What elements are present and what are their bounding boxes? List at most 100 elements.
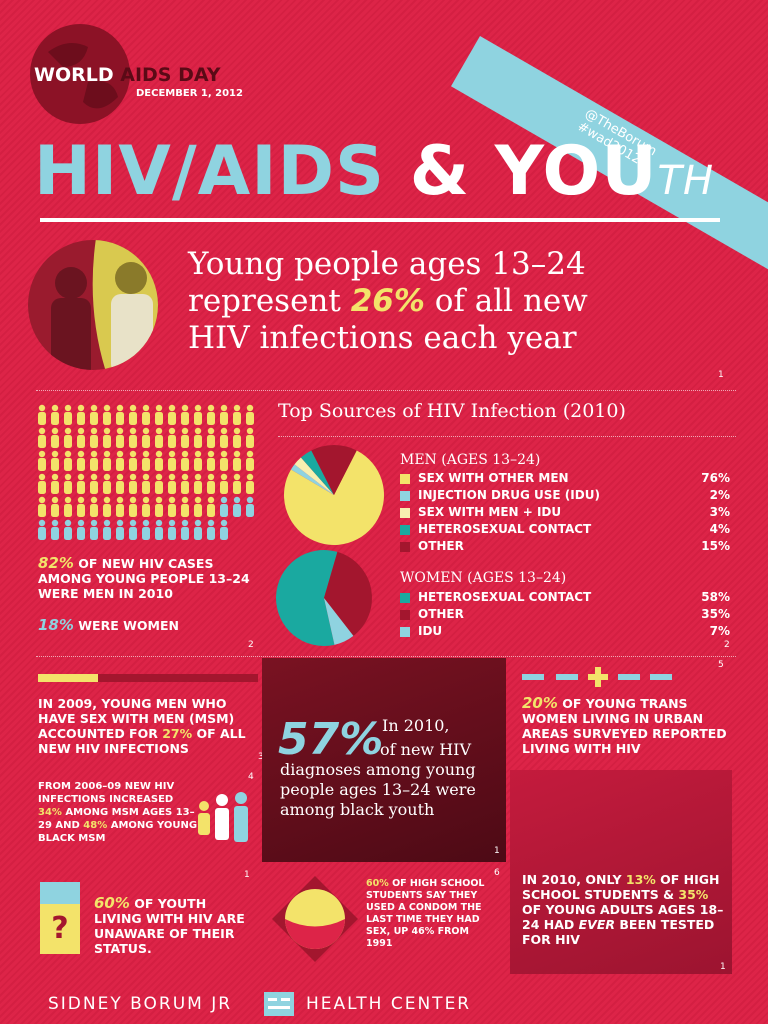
title-part: & YOU: [409, 132, 658, 211]
legend-swatch: [400, 542, 410, 552]
person-head: [181, 427, 189, 435]
person-body: [77, 458, 85, 471]
person-head: [233, 496, 241, 504]
person-head: [116, 496, 124, 504]
person-body: [38, 458, 46, 471]
person-body: [168, 527, 176, 540]
person-head: [129, 450, 137, 458]
person-body: [90, 458, 98, 471]
legend-label: HETEROSEXUAL CONTACT: [418, 522, 592, 536]
person-head: [168, 473, 176, 481]
person-body: [64, 481, 72, 494]
msm-text: IN 2009, YOUNG MEN WHO HAVE SEX WITH MEN…: [38, 696, 258, 756]
person-head: [142, 519, 150, 527]
person-body: [90, 504, 98, 517]
person-head: [168, 496, 176, 504]
legend-row: HETEROSEXUAL CONTACT 58%: [400, 590, 730, 606]
person-body: [142, 481, 150, 494]
person-body: [155, 412, 163, 425]
divider: [278, 436, 736, 437]
intro-line: Young people ages 13–24: [188, 246, 586, 282]
person-head: [90, 427, 98, 435]
person-head: [220, 519, 228, 527]
person-head: [38, 450, 46, 458]
person-head: [129, 427, 137, 435]
event: WORLD AIDS DAY: [34, 64, 221, 86]
person-head: [103, 450, 111, 458]
person-head: [51, 404, 59, 412]
person-body: [77, 481, 85, 494]
legend-row: IDU 7%: [400, 624, 730, 640]
pie-slice: [294, 457, 334, 495]
person-body: [207, 458, 215, 471]
person-body: [116, 458, 124, 471]
intro-word: represent: [188, 283, 341, 319]
increase-highlight: 48%: [83, 820, 108, 831]
intro-word: of all new: [434, 283, 588, 319]
event-word: AIDS DAY: [120, 64, 221, 86]
person-head: [116, 519, 124, 527]
person-head: [77, 519, 85, 527]
person-head: [207, 519, 215, 527]
person-head: [142, 496, 150, 504]
dash-icon: [522, 667, 672, 687]
legend-label: SEX WITH MEN + IDU: [418, 505, 562, 519]
person-head: [77, 473, 85, 481]
person-head: [233, 427, 241, 435]
person-head: [220, 404, 228, 412]
person-head: [51, 519, 59, 527]
person-body: [77, 435, 85, 448]
black-text: of new HIV diagnoses among young people …: [280, 740, 476, 819]
person-body: [155, 527, 163, 540]
person-head: [220, 427, 228, 435]
person-body: [51, 527, 59, 540]
person-head: [246, 450, 254, 458]
legend-value: 76%: [701, 471, 730, 485]
person-body: [207, 504, 215, 517]
main-title: HIV/AIDS & YOUTH: [34, 132, 714, 211]
legend-swatch: [400, 474, 410, 484]
person-head: [103, 427, 111, 435]
person-body: [233, 504, 241, 517]
person-body: [51, 435, 59, 448]
person-head: [51, 496, 59, 504]
person-head: [155, 404, 163, 412]
person-body: [116, 527, 124, 540]
footnote: 1: [720, 962, 726, 972]
person-head: [220, 473, 228, 481]
person-head: [155, 473, 163, 481]
person-head: [246, 427, 254, 435]
person-head: [194, 519, 202, 527]
person-head: [155, 450, 163, 458]
pie-slice: [324, 598, 354, 645]
person-body: [103, 504, 111, 517]
person-head: [64, 427, 72, 435]
person-body: [220, 504, 228, 517]
legend-label: OTHER: [418, 607, 464, 621]
person-body: [207, 435, 215, 448]
title-part: HIV/AIDS: [34, 132, 386, 211]
person-head: [194, 473, 202, 481]
person-head: [38, 519, 46, 527]
legend-swatch: [400, 593, 410, 603]
intro-line: HIV infections each year: [188, 320, 577, 356]
intro-highlight: 26%: [350, 283, 425, 319]
person-body: [64, 435, 72, 448]
unaware-text: 60% OF YOUTH LIVING WITH HIV ARE UNAWARE…: [94, 896, 254, 957]
person-body: [155, 504, 163, 517]
person-body: [38, 527, 46, 540]
person-head: [233, 473, 241, 481]
person-body: [64, 458, 72, 471]
person-head: [129, 519, 137, 527]
person-body: [233, 458, 241, 471]
person-head: [220, 450, 228, 458]
person-head: [103, 404, 111, 412]
person-head: [155, 519, 163, 527]
person-body: [116, 481, 124, 494]
sources-title: Top Sources of HIV Infection (2010): [278, 400, 626, 422]
legend-row: OTHER 35%: [400, 607, 730, 623]
legend-value: 58%: [701, 590, 730, 604]
women-legend: HETEROSEXUAL CONTACT 58% OTHER 35% IDU 7%: [400, 590, 730, 642]
person-head: [207, 473, 215, 481]
person-body: [220, 481, 228, 494]
